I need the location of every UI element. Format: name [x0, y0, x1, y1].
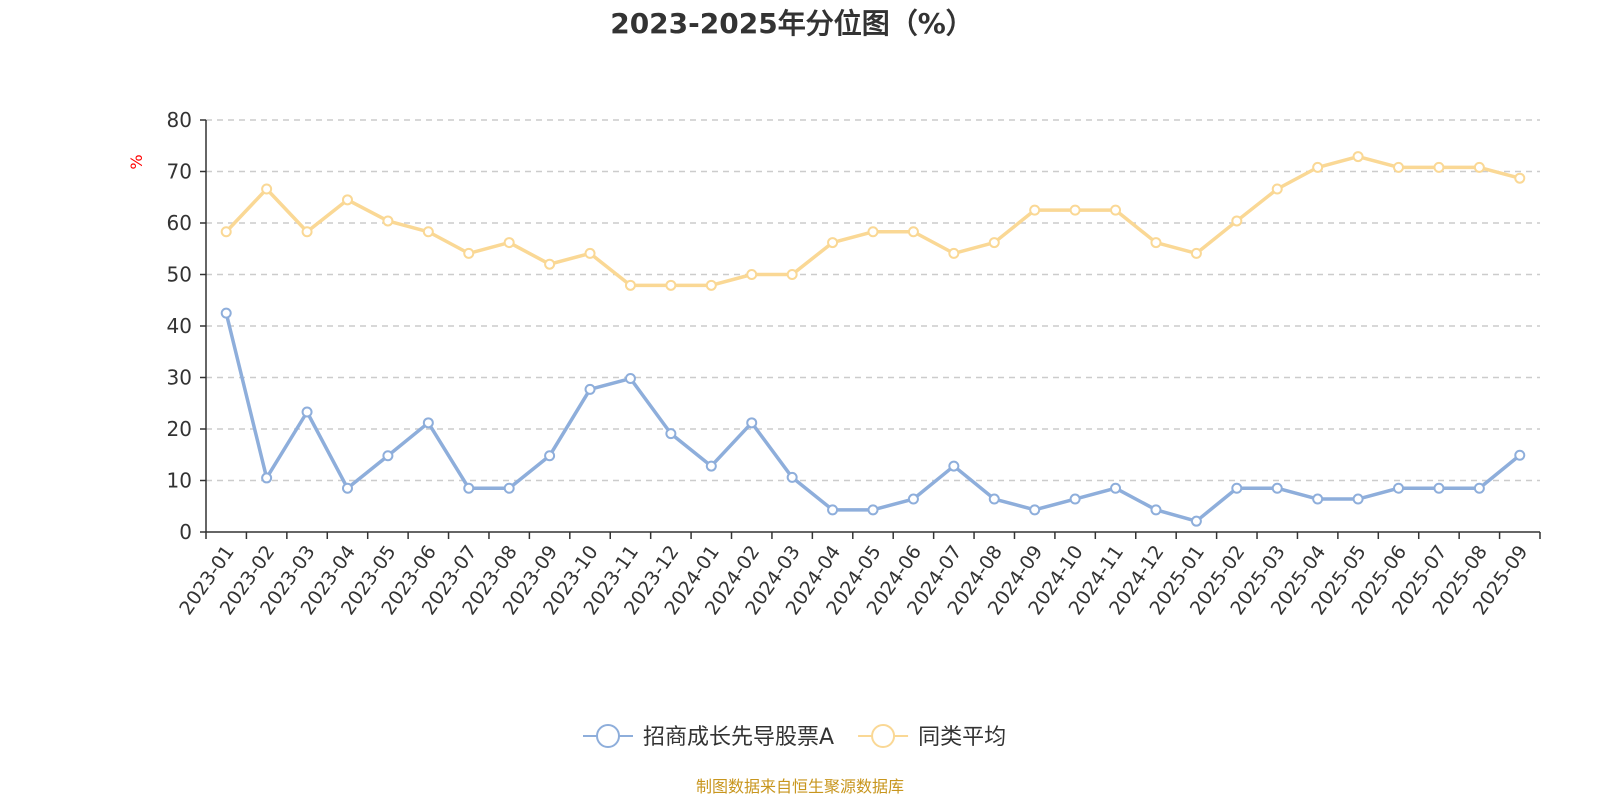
legend-item-0[interactable]: 招商成长先导股票A	[583, 724, 834, 750]
legend-marker-icon	[596, 724, 620, 748]
data-point[interactable]	[1473, 482, 1485, 494]
data-point[interactable]	[1514, 449, 1526, 461]
data-point[interactable]	[1110, 204, 1122, 216]
data-point[interactable]	[1150, 237, 1162, 249]
series-line	[224, 311, 1522, 523]
data-point[interactable]	[422, 417, 434, 429]
data-point[interactable]	[382, 450, 394, 462]
y-tick-label: 30	[167, 366, 192, 390]
data-point[interactable]	[1069, 204, 1081, 216]
legend-label: 招商成长先导股票A	[643, 725, 834, 750]
data-point[interactable]	[1312, 493, 1324, 505]
data-point[interactable]	[1433, 161, 1445, 173]
data-point[interactable]	[665, 279, 677, 291]
data-point[interactable]	[1190, 247, 1202, 259]
data-point[interactable]	[1271, 183, 1283, 195]
data-point[interactable]	[584, 247, 596, 259]
data-point[interactable]	[422, 226, 434, 238]
chart-title: 2023-2025年分位图（%）	[610, 7, 974, 40]
legend-item-1[interactable]: 同类平均	[858, 724, 1006, 750]
data-point[interactable]	[544, 258, 556, 270]
legend-marker-icon	[871, 724, 896, 748]
data-point[interactable]	[1433, 482, 1445, 494]
data-point[interactable]	[827, 237, 839, 249]
data-point[interactable]	[301, 406, 313, 418]
data-point[interactable]	[1029, 204, 1041, 216]
data-point[interactable]	[584, 383, 596, 395]
series-line	[224, 154, 1522, 288]
data-point[interactable]	[705, 460, 717, 472]
data-point[interactable]	[948, 247, 960, 259]
data-point[interactable]	[1029, 504, 1041, 516]
data-point[interactable]	[261, 472, 273, 484]
data-point[interactable]	[1231, 482, 1243, 494]
data-point[interactable]	[746, 417, 758, 429]
y-tick-label: 60	[167, 211, 192, 235]
data-point[interactable]	[1150, 504, 1162, 516]
data-point[interactable]	[1352, 493, 1364, 505]
data-point[interactable]	[827, 504, 839, 516]
data-point[interactable]	[1473, 161, 1485, 173]
data-point[interactable]	[261, 183, 273, 195]
axes: 010203040506070802023-012023-022023-0320…	[167, 108, 1541, 619]
data-point[interactable]	[220, 226, 232, 238]
y-tick-label: 80	[167, 108, 192, 132]
data-source-note: 制图数据来自恒生聚源数据库	[696, 777, 904, 796]
data-point[interactable]	[1271, 482, 1283, 494]
data-point[interactable]	[382, 215, 394, 227]
y-tick-label: 0	[179, 520, 192, 544]
data-point[interactable]	[746, 269, 758, 280]
data-point[interactable]	[220, 307, 232, 319]
y-tick-label: 70	[167, 160, 192, 184]
data-point[interactable]	[705, 279, 717, 291]
data-point[interactable]	[1312, 161, 1324, 173]
data-point[interactable]	[301, 226, 313, 238]
data-point[interactable]	[544, 450, 556, 462]
data-point[interactable]	[786, 471, 798, 483]
gridlines	[206, 119, 1540, 482]
series-0	[220, 307, 1526, 527]
y-axis-unit-label: %	[127, 154, 146, 169]
legend: 招商成长先导股票A 同类平均	[583, 724, 1006, 750]
data-point[interactable]	[341, 482, 353, 494]
data-point[interactable]	[665, 428, 677, 440]
data-point[interactable]	[1231, 215, 1243, 227]
data-point[interactable]	[624, 279, 636, 291]
legend-label: 同类平均	[918, 725, 1006, 750]
data-point[interactable]	[948, 460, 960, 472]
data-point[interactable]	[867, 504, 879, 516]
data-point[interactable]	[988, 493, 1000, 505]
data-point[interactable]	[1393, 161, 1405, 173]
data-point[interactable]	[1352, 151, 1364, 163]
data-point[interactable]	[1069, 493, 1081, 505]
data-point[interactable]	[988, 237, 1000, 249]
data-point[interactable]	[1190, 515, 1202, 527]
data-point[interactable]	[503, 237, 515, 249]
series-lines	[220, 151, 1526, 527]
data-point[interactable]	[786, 269, 798, 280]
data-point[interactable]	[867, 226, 879, 238]
data-point[interactable]	[624, 373, 636, 385]
data-point[interactable]	[907, 493, 919, 505]
data-point[interactable]	[463, 247, 475, 259]
data-point[interactable]	[1514, 172, 1526, 184]
y-tick-label: 20	[167, 417, 192, 441]
data-point[interactable]	[907, 226, 919, 238]
data-point[interactable]	[503, 482, 515, 494]
series-1	[220, 151, 1526, 291]
data-point[interactable]	[1393, 482, 1405, 494]
y-tick-label: 10	[167, 469, 192, 493]
data-point[interactable]	[341, 194, 353, 206]
data-point[interactable]	[463, 482, 475, 494]
y-tick-label: 50	[167, 263, 192, 287]
y-tick-label: 40	[167, 314, 192, 338]
data-point[interactable]	[1110, 482, 1122, 494]
